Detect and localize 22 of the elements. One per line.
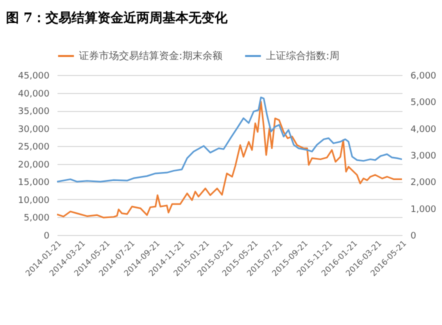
legend-label: 上证综合指数:周 — [266, 50, 340, 62]
y-tick-label: 15,000 — [18, 178, 50, 188]
y-tick-label: 30,000 — [18, 124, 50, 135]
y-tick-label: 35,000 — [18, 107, 50, 118]
line-series — [57, 100, 402, 218]
line-series — [57, 96, 402, 182]
y2-tick-label: 1,000 — [410, 204, 437, 215]
legend-label: 证券市场交易结算资金:期末余额 — [79, 50, 222, 62]
y-tick-label: 20,000 — [18, 160, 50, 170]
y-tick-label: 10,000 — [18, 196, 50, 206]
y-tick-label: 45,000 — [18, 72, 50, 82]
y2-tick-label: 2,000 — [410, 178, 437, 188]
y-tick-label: 5,000 — [24, 214, 50, 224]
y2-tick-label: 3,000 — [410, 152, 437, 162]
y-tick-label: 0 — [44, 232, 50, 242]
y2-tick-label: 0 — [410, 232, 416, 242]
y2-tick-label: 6,000 — [410, 72, 437, 82]
y2-tick-label: 4,000 — [410, 124, 437, 135]
chart-title: 图 7：交易结算资金近两周基本无变化 — [5, 10, 229, 27]
y-tick-label: 40,000 — [18, 89, 50, 100]
y2-tick-label: 5,000 — [410, 98, 437, 108]
y-tick-label: 25,000 — [18, 142, 50, 153]
